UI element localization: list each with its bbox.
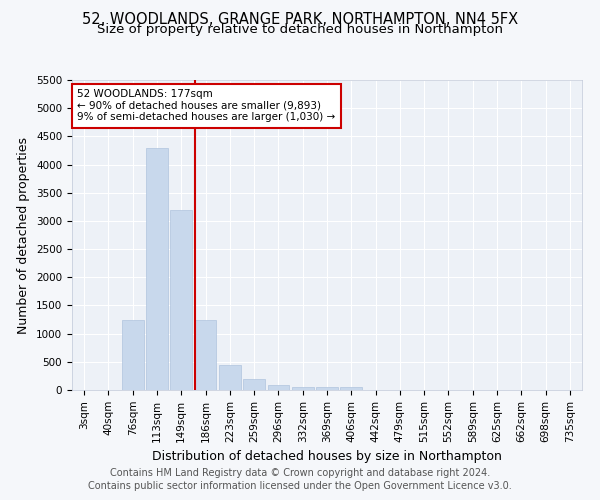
Bar [122,320,143,390]
Bar [219,364,241,390]
X-axis label: Distribution of detached houses by size in Northampton: Distribution of detached houses by size … [152,450,502,463]
Bar [340,387,362,390]
Text: 52, WOODLANDS, GRANGE PARK, NORTHAMPTON, NN4 5FX: 52, WOODLANDS, GRANGE PARK, NORTHAMPTON,… [82,12,518,28]
Text: Contains public sector information licensed under the Open Government Licence v3: Contains public sector information licen… [88,481,512,491]
Bar [194,320,217,390]
Text: 52 WOODLANDS: 177sqm
← 90% of detached houses are smaller (9,893)
9% of semi-det: 52 WOODLANDS: 177sqm ← 90% of detached h… [77,90,335,122]
Bar [292,387,314,390]
Text: Size of property relative to detached houses in Northampton: Size of property relative to detached ho… [97,22,503,36]
Bar [316,387,338,390]
Bar [170,210,192,390]
Text: Contains HM Land Registry data © Crown copyright and database right 2024.: Contains HM Land Registry data © Crown c… [110,468,490,477]
Y-axis label: Number of detached properties: Number of detached properties [17,136,31,334]
Bar [243,378,265,390]
Bar [146,148,168,390]
Bar [268,386,289,390]
